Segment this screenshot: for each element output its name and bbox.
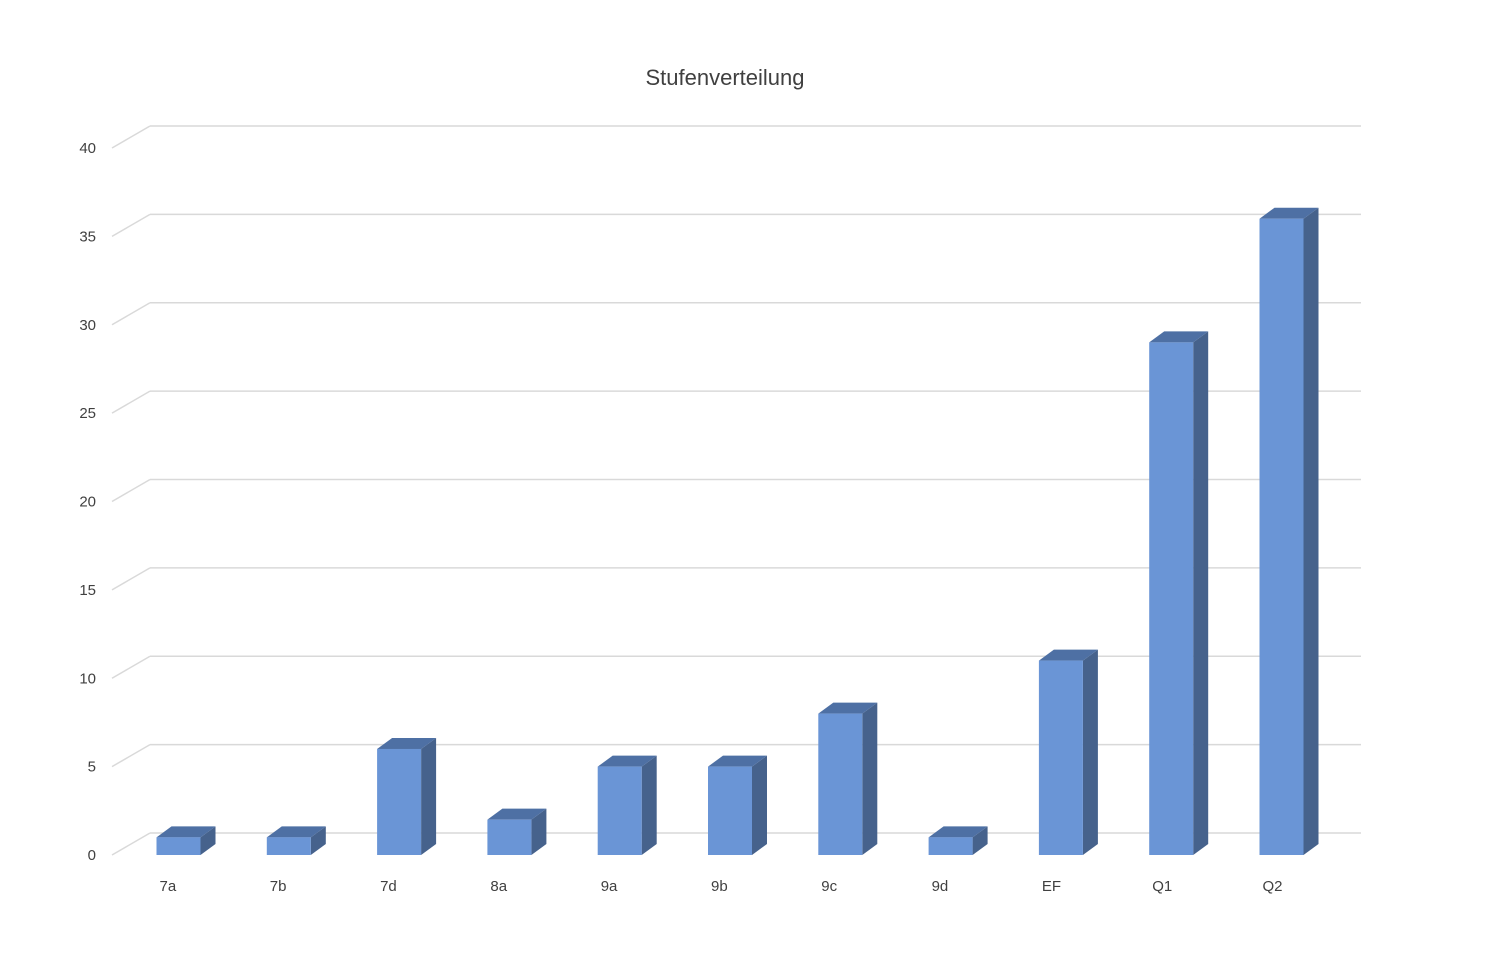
bar-front xyxy=(928,837,973,855)
chart-title: Stufenverteilung xyxy=(646,65,805,90)
x-tick-label: 8a xyxy=(490,878,507,895)
bar-side xyxy=(531,808,547,855)
gridline-side xyxy=(111,567,151,591)
bar-side xyxy=(752,755,767,855)
bar xyxy=(708,755,767,855)
gridline-side xyxy=(111,743,151,768)
x-tick-label: EF xyxy=(1042,878,1061,895)
gridline-side xyxy=(111,390,151,414)
bar-front xyxy=(708,766,752,855)
bar-side xyxy=(310,826,326,855)
y-tick-label: 25 xyxy=(79,405,96,422)
bar-front xyxy=(266,837,311,855)
x-tick-label: 7a xyxy=(160,878,177,895)
bar-side xyxy=(972,826,988,855)
bar-top xyxy=(708,755,767,767)
x-tick-label: 9c xyxy=(821,878,837,895)
y-tick-label: 15 xyxy=(79,582,96,599)
y-axis-ticks: 0 5 10 15 20 25 30 35 40 xyxy=(79,140,96,864)
y-tick-label: 0 xyxy=(88,847,96,864)
x-tick-label: Q2 xyxy=(1263,878,1283,895)
gridline-side xyxy=(111,832,151,856)
bar-front xyxy=(818,713,863,855)
bar-front xyxy=(377,748,422,855)
bar xyxy=(1038,649,1098,855)
bar-side xyxy=(1303,207,1319,855)
bar-front xyxy=(1259,218,1304,855)
bar-top xyxy=(818,702,878,714)
bar xyxy=(1149,331,1209,855)
bar-top xyxy=(377,737,437,749)
y-tick-label: 35 xyxy=(79,228,96,245)
gridline-side xyxy=(111,213,151,238)
x-tick-label: 9b xyxy=(711,878,728,895)
bar xyxy=(487,808,547,855)
gridline-side xyxy=(111,655,151,679)
x-tick-label: Q1 xyxy=(1152,878,1172,895)
y-tick-label: 40 xyxy=(79,140,96,157)
bar-top xyxy=(1038,649,1098,661)
y-tick-label: 20 xyxy=(79,494,96,511)
bar-front xyxy=(597,766,642,855)
bar-side xyxy=(421,737,437,855)
bar xyxy=(1259,207,1319,855)
gridline-side xyxy=(111,125,151,149)
bars xyxy=(156,207,1319,855)
bar-top xyxy=(928,826,988,838)
bar-front xyxy=(1038,660,1083,855)
bar-front xyxy=(1149,342,1194,855)
bar-top xyxy=(487,808,547,820)
bar-top xyxy=(1149,331,1209,343)
bar-side xyxy=(1082,649,1098,855)
bar-side xyxy=(1193,331,1209,855)
bar-front xyxy=(156,837,201,855)
gridline xyxy=(111,213,1361,238)
y-tick-label: 5 xyxy=(88,759,96,776)
gridline-side xyxy=(111,302,151,326)
bar xyxy=(266,826,326,855)
bar xyxy=(597,755,657,855)
x-tick-label: 9a xyxy=(601,878,618,895)
x-tick-label: 9d xyxy=(932,878,949,895)
bar xyxy=(928,826,988,855)
gridline xyxy=(111,302,1361,326)
x-tick-label: 7d xyxy=(380,878,397,895)
bar-side xyxy=(862,702,878,855)
bar xyxy=(377,737,437,855)
gridline-side xyxy=(111,478,151,503)
bar-side xyxy=(641,755,657,855)
bar-top xyxy=(266,826,326,838)
bar-top xyxy=(597,755,657,767)
bar-side xyxy=(200,826,216,855)
y-tick-label: 10 xyxy=(79,670,96,687)
bar xyxy=(818,702,878,855)
bar xyxy=(156,826,216,855)
bar-top xyxy=(1259,207,1319,219)
x-tick-label: 7b xyxy=(270,878,287,895)
bar-front xyxy=(487,819,532,855)
bar-top xyxy=(156,826,216,838)
y-tick-label: 30 xyxy=(79,317,96,334)
x-axis-ticks: 7a 7b 7d 8a 9a 9b 9c 9d EF Q1 Q2 xyxy=(160,878,1283,895)
gridline xyxy=(111,125,1361,149)
